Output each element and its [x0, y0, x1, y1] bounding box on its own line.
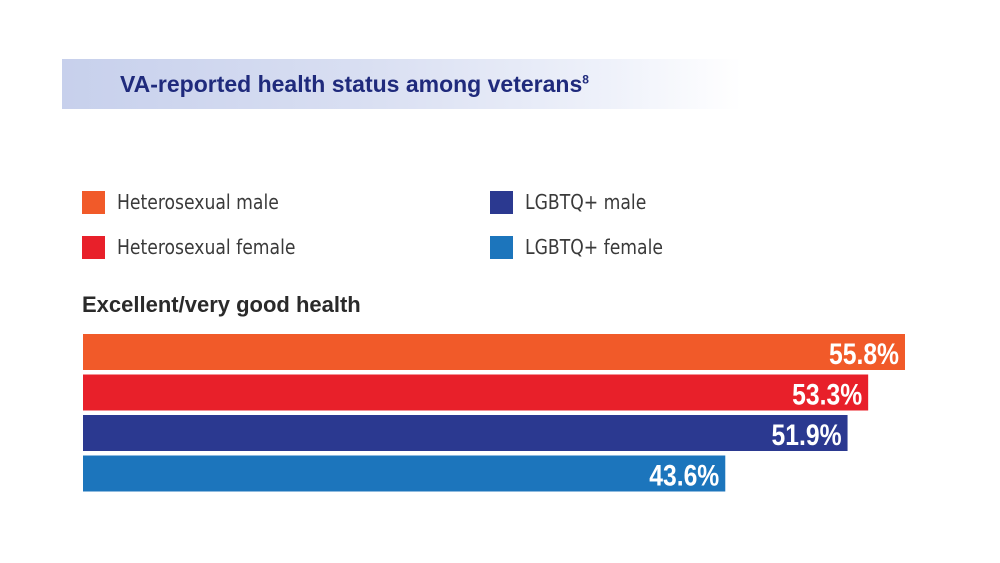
- legend-swatch: [490, 235, 513, 259]
- legend-swatch: [82, 190, 105, 214]
- chart-title-text: VA-reported health status among veterans: [120, 71, 583, 97]
- legend-label: Heterosexual female: [117, 235, 296, 259]
- legend-label: LGBTQ+ female: [525, 235, 663, 259]
- bar-heterosexual-female: [83, 374, 869, 411]
- bar-lgbtq-female: [83, 455, 726, 492]
- bar-value-label: 55.8%: [829, 338, 899, 371]
- bar-value-label: 43.6%: [649, 460, 719, 493]
- chart-title: VA-reported health status among veterans…: [120, 71, 589, 98]
- legend-item-heterosexual-female: Heterosexual female: [82, 234, 325, 260]
- legend-item-heterosexual-male: Heterosexual male: [82, 189, 305, 215]
- bar-lgbtq-male: [83, 415, 848, 451]
- legend-swatch: [82, 235, 105, 259]
- legend-item-lgbtq-female: LGBTQ+ female: [490, 234, 685, 260]
- chart-subtitle: Excellent/very good health: [82, 292, 361, 317]
- bar-heterosexual-male: [83, 334, 905, 370]
- footnote-marker: 8: [582, 72, 589, 87]
- title-banner: VA-reported health status among veterans…: [62, 59, 742, 109]
- legend-swatch: [490, 190, 513, 214]
- bar-value-label: 53.3%: [792, 379, 862, 412]
- legend-label: Heterosexual male: [117, 190, 279, 214]
- legend-item-lgbtq-male: LGBTQ+ male: [490, 189, 666, 215]
- bar-value-label: 51.9%: [772, 419, 842, 452]
- legend-label: LGBTQ+ male: [525, 190, 647, 214]
